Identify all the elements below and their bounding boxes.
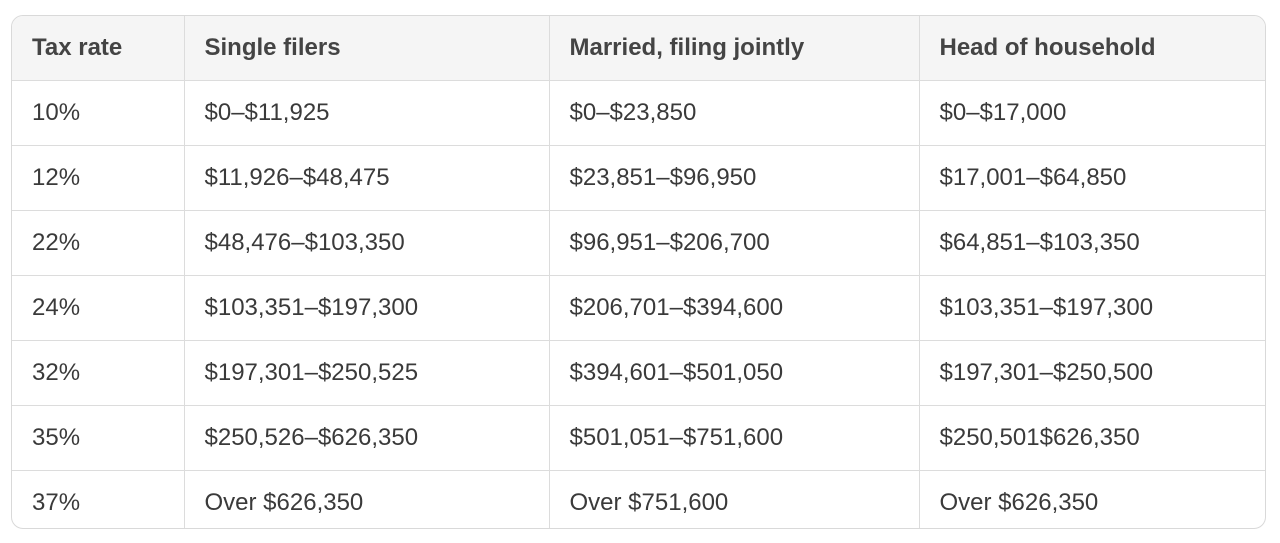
table-cell: $11,926–$48,475 [184, 145, 550, 211]
table-cell: $0–$23,850 [549, 80, 920, 146]
table-cell: $103,351–$197,300 [919, 275, 1265, 341]
tax-table: Tax rate Single filers Married, filing joi… [12, 16, 1265, 528]
table-cell: 32% [12, 340, 185, 406]
table-cell: 12% [12, 145, 185, 211]
table-cell: $17,001–$64,850 [919, 145, 1265, 211]
table-container: Tax rate Single filers Married, filing joi… [11, 15, 1266, 529]
table-cell: 24% [12, 275, 185, 341]
table-cell: Over $626,350 [939, 489, 1099, 516]
header-cell: Tax rate [12, 16, 185, 81]
table-cell: $394,601–$501,050 [549, 340, 920, 406]
table-cell: $103,351–$197,300 [184, 275, 550, 341]
table-cell: $197,301–$250,500 [919, 340, 1265, 406]
table-row: 35% $250,526–$626,350 $501,051–$751,600 $25… [12, 405, 1265, 471]
table-body: 10% $0–$11,925 $0–$23,850 $0–$17,000 12% $11,… [12, 80, 1265, 528]
table-cell: $250,526–$626,350 [184, 405, 550, 471]
table-cell: $501,051–$751,600 [549, 405, 920, 471]
header-cell: Single filers [184, 16, 550, 81]
table-cell: $197,301–$250,525 [184, 340, 550, 406]
table-cell: Over $751,600 [549, 470, 920, 528]
table-cell: $0–$11,925 [184, 80, 550, 146]
table-cell: 22% [12, 210, 185, 276]
table-cell: 10% [12, 80, 185, 146]
table-cell: $48,476–$103,350 [184, 210, 550, 276]
table-row: 32% $197,301–$250,525 $394,601–$501,050 $19… [12, 340, 1265, 406]
header-cell: Married, filing jointly [549, 16, 920, 81]
table-row: 37% Over $626,350 Over $751,600 Over $626,3… [12, 470, 1265, 528]
table-cell: $64,851–$103,350 [919, 210, 1265, 276]
table-cell: $23,851–$96,950 [549, 145, 920, 211]
table-cell: $0–$17,000 [919, 80, 1265, 146]
header-cell: Head of household [919, 16, 1265, 81]
table-cell: 35% [12, 405, 185, 471]
table-cell: Over $626,350 [184, 470, 550, 528]
table-row: 24% $103,351–$197,300 $206,701–$394,600 $10… [12, 275, 1265, 341]
table-row: 12% $11,926–$48,475 $23,851–$96,950 $17,001… [12, 145, 1265, 211]
table-cell: $96,951–$206,700 [549, 210, 920, 276]
table-cell: $206,701–$394,600 [549, 275, 920, 341]
table-row: 22% $48,476–$103,350 $96,951–$206,700 $64,8… [12, 210, 1265, 276]
table-row: 10% $0–$11,925 $0–$23,850 $0–$17,000 [12, 80, 1265, 146]
table-cell: $250,501$626,350 [919, 405, 1265, 471]
table-cell: 37% [12, 470, 185, 528]
header-row: Tax rate Single filers Married, filing joi… [12, 16, 1265, 81]
